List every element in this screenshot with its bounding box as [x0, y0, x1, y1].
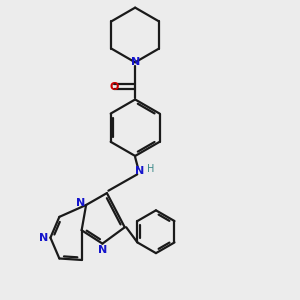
- Text: N: N: [130, 57, 140, 67]
- Text: N: N: [98, 244, 107, 255]
- Text: N: N: [76, 199, 86, 208]
- Text: O: O: [109, 82, 119, 92]
- Text: H: H: [147, 164, 155, 174]
- Text: N: N: [39, 233, 49, 243]
- Text: N: N: [135, 167, 144, 176]
